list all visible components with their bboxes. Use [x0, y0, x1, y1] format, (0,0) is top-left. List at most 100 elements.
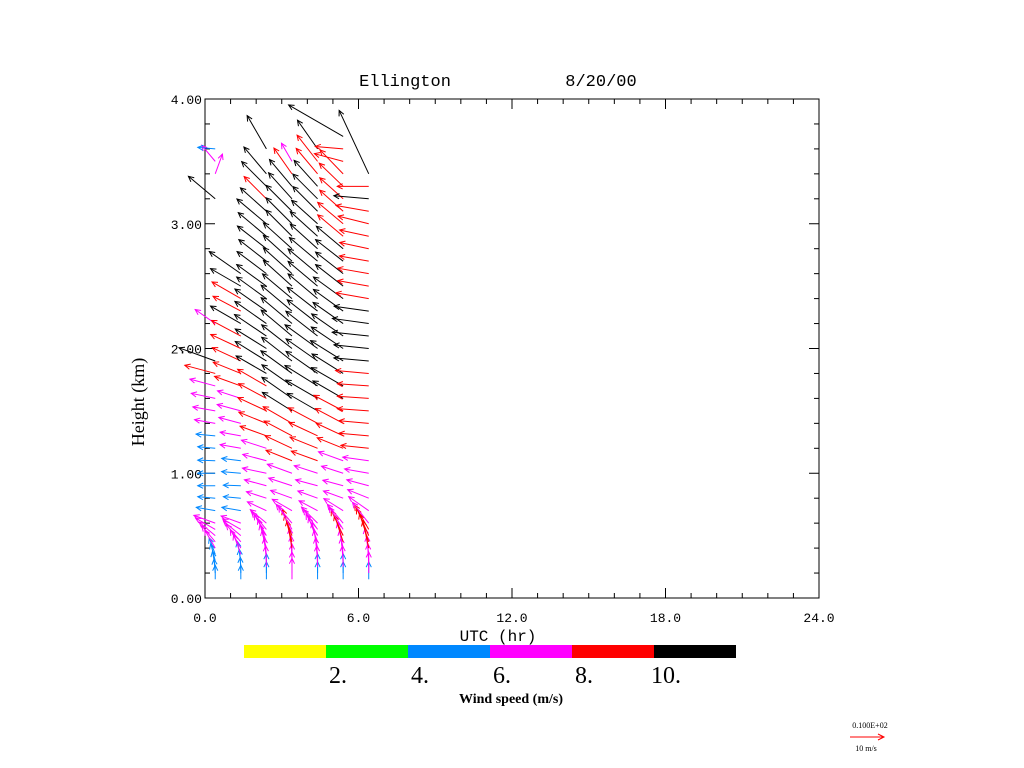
y-tick-label: 4.00: [171, 93, 202, 108]
wind-vector: [343, 455, 369, 460]
wind-vector: [196, 432, 215, 437]
wind-vector: [244, 147, 266, 174]
wind-vector: [320, 150, 343, 174]
wind-vector: [298, 490, 318, 498]
wind-vector: [293, 187, 318, 212]
wind-vector: [288, 408, 317, 424]
wind-vector: [336, 368, 369, 373]
wind-vector: [240, 426, 266, 436]
y-axis-label: Height (km): [128, 358, 149, 446]
wind-vector: [217, 403, 241, 410]
x-tick-label: 6.0: [347, 611, 370, 626]
wind-vector: [198, 458, 215, 463]
wind-vector: [220, 431, 241, 436]
wind-vector-shaft: [304, 509, 318, 529]
wind-vector: [237, 199, 266, 224]
wind-vector: [223, 495, 240, 500]
wind-vector: [315, 144, 343, 149]
wind-vector: [356, 508, 368, 535]
wind-vector: [323, 479, 343, 486]
wind-vector-shaft: [349, 497, 369, 511]
wind-vector-shaft: [266, 210, 292, 236]
colorbar-tick-label: 10.: [651, 663, 681, 689]
wind-vector-shaft: [240, 426, 266, 436]
wind-vector: [239, 240, 267, 262]
wind-vector: [324, 499, 343, 511]
wind-vector: [271, 490, 292, 498]
wind-vector: [320, 178, 343, 199]
wind-vector: [222, 456, 241, 461]
wind-vector: [334, 343, 369, 349]
wind-vector-shaft: [327, 504, 343, 523]
wind-vector: [316, 252, 344, 274]
wind-vector: [198, 483, 216, 488]
wind-vector: [317, 437, 343, 448]
wind-vector: [316, 423, 343, 436]
wind-vector-shaft: [237, 199, 266, 224]
wind-vector: [339, 419, 369, 424]
wind-vector: [287, 287, 317, 311]
wind-vector: [345, 467, 369, 473]
wind-vector: [318, 215, 343, 236]
x-tick-label: 24.0: [803, 611, 834, 626]
wind-vector-shaft: [320, 178, 343, 199]
wind-vector-shaft: [297, 135, 317, 161]
wind-vector: [247, 116, 266, 149]
wind-vector-shaft: [288, 274, 317, 299]
wind-vector: [318, 451, 343, 461]
chart-title: Ellington: [359, 73, 451, 92]
wind-vector-shaft: [266, 198, 292, 224]
wind-vector: [242, 467, 266, 474]
wind-vector: [219, 416, 241, 423]
wind-vector: [313, 302, 343, 323]
wind-vector: [297, 135, 317, 161]
wind-vector: [339, 254, 368, 261]
wind-vector: [222, 506, 241, 511]
wind-vector-shaft: [213, 362, 241, 373]
wind-vector: [265, 436, 292, 449]
wind-vector: [267, 464, 292, 474]
wind-vector: [188, 176, 215, 198]
colorbar-tick-label: 8.: [575, 663, 593, 689]
wind-vector-shaft: [240, 188, 266, 211]
reference-vector-value: 0.100E+02: [852, 721, 887, 730]
wind-vector: [292, 200, 318, 223]
wind-vector-shaft: [296, 148, 317, 173]
wind-vector: [230, 530, 241, 548]
wind-vector: [339, 431, 369, 436]
wind-vector: [297, 120, 317, 149]
wind-vector-shaft: [290, 224, 317, 249]
chart-date: 8/20/00: [565, 73, 636, 92]
wind-vector-shaft: [316, 252, 344, 274]
wind-vector: [296, 479, 318, 486]
wind-vector: [198, 495, 215, 500]
wind-vector: [246, 491, 266, 498]
colorbar-segment: [326, 645, 408, 658]
wind-vector: [241, 439, 266, 448]
wind-vector-shaft: [324, 499, 343, 511]
colorbar-segment: [490, 645, 572, 658]
wind-vector-shaft: [288, 249, 317, 274]
wind-vector: [316, 240, 344, 262]
wind-vector: [211, 320, 240, 336]
colorbar-segment: [408, 645, 490, 658]
wind-vector-shaft: [287, 287, 317, 311]
wind-vector-shaft: [336, 206, 369, 212]
wind-vector-shaft: [264, 421, 292, 436]
wind-vector-shaft: [313, 289, 343, 311]
y-tick-label: 3.00: [171, 218, 202, 233]
wind-vector: [240, 188, 266, 211]
colorbar-tick-label: 2.: [329, 663, 347, 689]
wind-vector-shaft: [334, 345, 369, 349]
wind-vector: [304, 509, 318, 529]
wind-vector-shaft: [188, 176, 215, 198]
wind-vector-shaft: [230, 530, 241, 548]
wind-vector-shaft: [237, 252, 266, 274]
wind-vector-shaft: [290, 212, 317, 237]
wind-vector-shaft: [329, 507, 343, 529]
wind-vector: [289, 422, 318, 435]
wind-vector-shaft: [319, 163, 343, 186]
wind-vector: [288, 249, 317, 274]
wind-vector-head: [311, 341, 317, 346]
wind-vector-shaft: [281, 143, 292, 161]
